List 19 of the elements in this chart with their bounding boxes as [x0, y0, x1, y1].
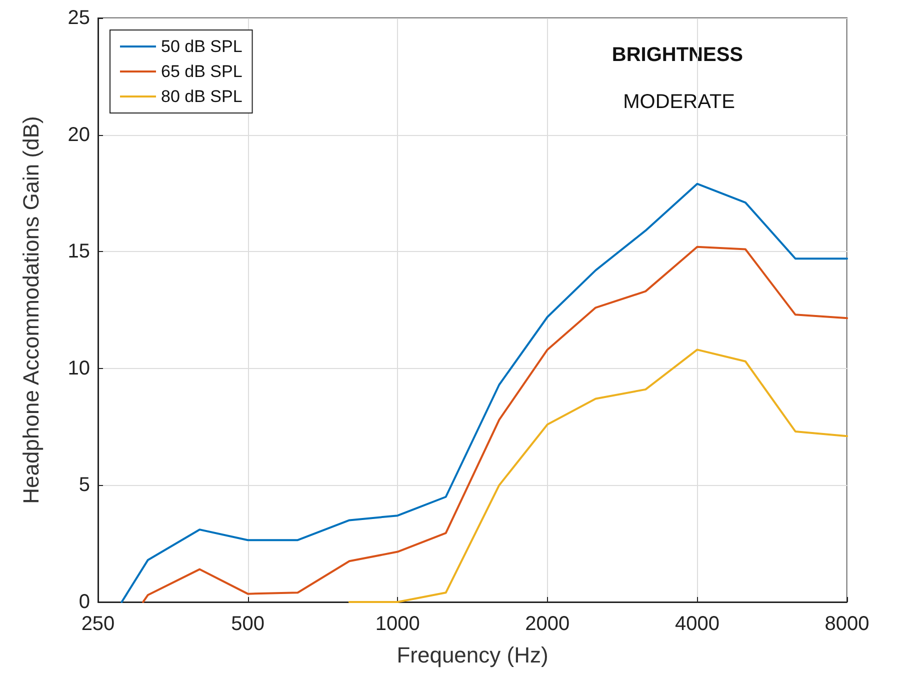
y-tick-label: 15	[68, 240, 90, 263]
x-tick-label: 250	[81, 613, 115, 635]
x-axis-title: Frequency (Hz)	[396, 642, 548, 668]
y-axis-title: Headphone Accommodations Gain (dB)	[18, 116, 44, 504]
legend-label: 80 dB SPL	[161, 87, 242, 106]
annotation: BRIGHTNESS	[612, 44, 743, 66]
y-tick-label: 0	[78, 591, 90, 613]
legend-label: 65 dB SPL	[161, 62, 242, 81]
legend-label: 50 dB SPL	[161, 37, 242, 56]
y-tick-label: 5	[78, 474, 90, 496]
y-tick-label: 10	[68, 357, 90, 380]
x-tick-label: 4000	[674, 613, 720, 635]
y-tick-label: 25	[68, 7, 90, 29]
x-tick-label: 8000	[824, 613, 870, 635]
y-tick-label: 20	[68, 124, 90, 146]
x-tick-label: 2000	[525, 613, 570, 635]
x-tick-label: 500	[231, 613, 264, 635]
annotation: MODERATE	[623, 91, 736, 113]
x-tick-label: 1000	[375, 613, 420, 635]
